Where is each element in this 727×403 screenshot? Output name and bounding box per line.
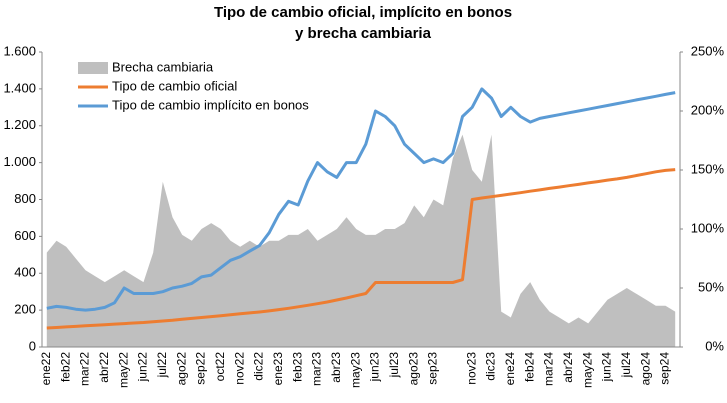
x-tick-label: may23 — [348, 352, 362, 388]
y-tick-label: 1.000 — [3, 154, 36, 169]
y-tick-label: 1.600 — [3, 43, 36, 58]
y-tick-label: 400 — [14, 265, 36, 280]
y-tick-label: 200 — [14, 302, 36, 317]
y-tick-label: 600 — [14, 228, 36, 243]
line — [46, 87, 676, 312]
x-tick-label: jul24 — [619, 352, 633, 379]
x-tick-label: may22 — [116, 352, 130, 388]
x-tick-label: feb22 — [58, 352, 72, 382]
x-tick-label: ago23 — [406, 352, 420, 386]
x-tick-label: oct22 — [213, 352, 227, 382]
x-tick-label: may24 — [580, 352, 594, 388]
x-tick-label: feb24 — [522, 352, 536, 382]
x-tick-label: jun24 — [600, 352, 614, 383]
x-tick-label: mar22 — [78, 352, 92, 386]
y2-tick-label: 150% — [691, 161, 725, 176]
y2-tick-label: 0% — [705, 338, 724, 353]
line — [46, 168, 676, 330]
y2-tick-label: 100% — [691, 220, 725, 235]
x-tick-label: sep24 — [658, 352, 672, 385]
y-tick-label: 1.400 — [3, 80, 36, 95]
x-tick-label: nov23 — [464, 352, 478, 385]
legend-label: Tipo de cambio oficial — [112, 78, 237, 93]
y-tick-label: 1.200 — [3, 117, 36, 132]
x-tick-label: nov22 — [232, 352, 246, 385]
x-tick-label: dic23 — [484, 352, 498, 381]
legend-label: Tipo de cambio implícito en bonos — [112, 97, 309, 112]
x-tick-label: jun22 — [136, 352, 150, 383]
y-tick-label: 800 — [14, 191, 36, 206]
area — [46, 134, 676, 347]
x-tick-label: jul23 — [387, 352, 401, 379]
x-tick-label: ene24 — [503, 352, 517, 386]
x-tick-label: jul22 — [155, 352, 169, 379]
legend-label: Brecha cambiaria — [112, 59, 214, 74]
x-tick-label: ago22 — [174, 352, 188, 386]
x-tick-label: abr22 — [97, 352, 111, 383]
y2-tick-label: 250% — [691, 43, 725, 58]
x-tick-label: abr23 — [329, 352, 343, 383]
x-tick-label: feb23 — [290, 352, 304, 382]
x-tick-label: ene22 — [39, 352, 53, 386]
x-tick-label: sep22 — [194, 352, 208, 385]
y-tick-label: 0 — [29, 338, 36, 353]
x-tick-label: mar24 — [542, 352, 556, 386]
x-tick-label: ago24 — [638, 352, 652, 386]
x-tick-label: jun23 — [368, 352, 382, 383]
x-tick-label: ene23 — [271, 352, 285, 386]
x-tick-label: mar23 — [310, 352, 324, 386]
legend-swatch — [78, 62, 108, 74]
y2-tick-label: 50% — [698, 279, 724, 294]
chart-title: Tipo de cambio oficial, implícito en bon… — [214, 4, 512, 21]
x-tick-label: dic22 — [252, 352, 266, 381]
chart-title: y brecha cambiaria — [295, 25, 432, 42]
y2-tick-label: 200% — [691, 102, 725, 117]
x-tick-label: sep23 — [426, 352, 440, 385]
x-tick-label: abr24 — [561, 352, 575, 383]
